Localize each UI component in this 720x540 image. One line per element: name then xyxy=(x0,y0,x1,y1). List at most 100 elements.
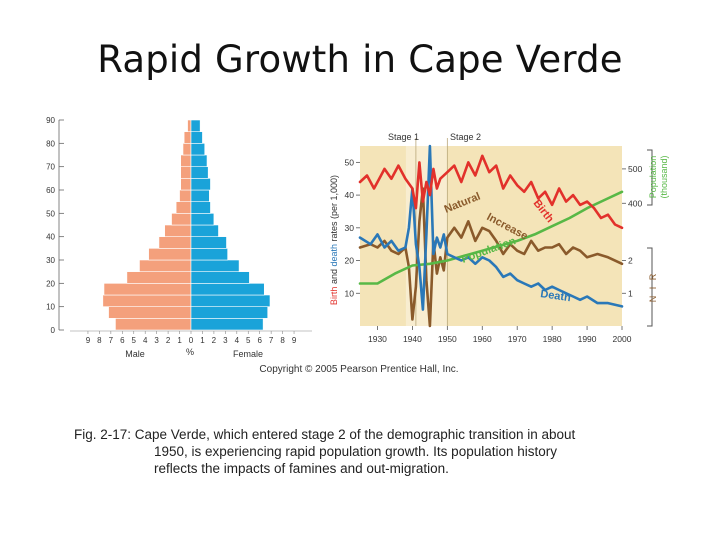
left-axis-title: Birth and death rates (per 1,000) xyxy=(329,175,339,305)
pyramid-x-tick-label: 2 xyxy=(166,336,171,345)
pyramid-female-label: Female xyxy=(233,349,263,359)
left-y-tick-label: 10 xyxy=(345,288,355,298)
stage-2-label: Stage 2 xyxy=(450,132,481,142)
pyramid-male-bar xyxy=(171,213,192,226)
pyramid-female-bar xyxy=(190,271,250,284)
pyramid-x-tick-label: 5 xyxy=(132,336,137,345)
pyramid-male-bar xyxy=(180,166,192,179)
pyramid-female-bar xyxy=(190,294,271,307)
x-tick-label: 1930 xyxy=(368,334,387,344)
pyramid-male-bar xyxy=(158,236,192,249)
pyramid-female-bar xyxy=(190,236,227,249)
nir-bracket xyxy=(647,247,653,327)
pyramid-male-bar xyxy=(115,318,192,331)
pyramid-female-bar xyxy=(190,154,208,167)
pyramid-x-tick-label: 1 xyxy=(200,336,205,345)
left-y-tick-label: 20 xyxy=(345,256,355,266)
pyramid-x-tick-label: 8 xyxy=(97,336,102,345)
left-axis-title-and: and xyxy=(329,267,339,287)
pyramid-male-bar xyxy=(108,306,192,319)
stage-1-label: Stage 1 xyxy=(388,132,419,142)
left-axis-title-death: death xyxy=(329,244,339,267)
pyramid-x-tick-label: 7 xyxy=(109,336,114,345)
population-axis-title-line2: (thousand) xyxy=(659,155,669,198)
series-line-natural-increase xyxy=(358,187,624,328)
x-tick-label: 2000 xyxy=(613,334,632,344)
pyramid-male-bar xyxy=(179,189,192,202)
pyramid-x-tick-label: 3 xyxy=(223,336,228,345)
figure-caption: Fig. 2-17: Cape Verde, which entered sta… xyxy=(74,426,664,477)
pyramid-x-tick-label: 1 xyxy=(177,336,182,345)
pyramid-y-tick-label: 70 xyxy=(46,163,55,172)
series-line-death xyxy=(358,144,624,311)
nir-axis-title: N I R xyxy=(648,272,658,303)
pyramid-unit-label: % xyxy=(186,347,194,357)
pyramid-x-tick-label: 8 xyxy=(280,336,285,345)
pyramid-female-bar xyxy=(190,259,240,272)
pyramid-x-tick-label: 4 xyxy=(143,336,148,345)
pyramid-male-bar xyxy=(180,178,192,191)
pyramid-y-tick-label: 10 xyxy=(46,303,55,312)
pyramid-male-bar xyxy=(182,143,192,156)
pyramid-female-bar xyxy=(190,178,211,191)
pyramid-male-bar xyxy=(175,201,192,214)
pyramid-male-bar xyxy=(187,119,192,132)
x-tick-label: 1980 xyxy=(543,334,562,344)
pyramid-female-bar xyxy=(190,201,211,214)
pyramid-female-bar xyxy=(190,131,203,144)
pyramid-female-bar xyxy=(190,143,206,156)
pyramid-male-bar xyxy=(148,248,192,261)
left-y-tick-label: 40 xyxy=(345,190,355,200)
pyramid-female-bar xyxy=(190,306,269,319)
annotation-death: Death xyxy=(540,288,572,304)
pyramid-y-tick-label: 30 xyxy=(46,256,55,265)
population-bracket xyxy=(647,149,653,206)
pyramid-x-tick-label: 9 xyxy=(292,336,297,345)
pyramid-x-tick-label: 6 xyxy=(257,336,262,345)
left-axis-title-rest: rates (per 1,000) xyxy=(329,175,339,244)
left-y-tick-label: 50 xyxy=(345,157,355,167)
population-tick-label: 500 xyxy=(628,164,642,174)
slide-title: Rapid Growth in Cape Verde xyxy=(97,38,623,81)
pyramid-female-bar xyxy=(190,224,219,237)
pyramid-male-bar xyxy=(139,259,192,272)
pyramid-male-bar xyxy=(164,224,192,237)
pyramid-y-tick-label: 90 xyxy=(46,116,55,125)
pyramid-male-bar xyxy=(102,294,192,307)
pyramid-y-tick-label: 20 xyxy=(46,279,55,288)
series-line-birth xyxy=(358,154,624,230)
pyramid-x-tick-label: 6 xyxy=(120,336,125,345)
pyramid-x-tick-label: 4 xyxy=(235,336,240,345)
pyramid-x-tick-label: 0 xyxy=(189,336,194,345)
nir-tick-label: 2 xyxy=(628,256,633,266)
x-tick-label: 1940 xyxy=(403,334,422,344)
pyramid-female-bar xyxy=(190,248,228,261)
population-tick-label: 400 xyxy=(628,198,642,208)
left-y-tick-label: 30 xyxy=(345,223,355,233)
pyramid-male-bar xyxy=(180,154,192,167)
pyramid-x-tick-label: 9 xyxy=(86,336,91,345)
nir-tick-label: 1 xyxy=(628,288,633,298)
pyramid-female-bar xyxy=(190,283,265,296)
pyramid-female-bar xyxy=(190,166,209,179)
pyramid-x-tick-label: 7 xyxy=(269,336,274,345)
pyramid-x-tick-label: 5 xyxy=(246,336,251,345)
x-tick-label: 1990 xyxy=(578,334,597,344)
pyramid-y-tick-label: 80 xyxy=(46,139,55,148)
caption-line-1: Fig. 2-17: Cape Verde, which entered sta… xyxy=(74,427,576,442)
pyramid-male-bar xyxy=(103,283,192,296)
pyramid-y-tick-label: 50 xyxy=(46,209,55,218)
pyramid-x-tick-label: 3 xyxy=(154,336,159,345)
pyramid-y-tick-label: 0 xyxy=(51,326,56,335)
pyramid-x-tick-label: 2 xyxy=(212,336,217,345)
pyramid-y-tick-label: 40 xyxy=(46,233,55,242)
pyramid-female-bar xyxy=(190,213,215,226)
caption-line-3: reflects the impacts of famines and out-… xyxy=(154,461,449,476)
pyramid-male-label: Male xyxy=(125,349,145,359)
pyramid-male-bar xyxy=(126,271,192,284)
series-line-population xyxy=(358,190,624,285)
x-tick-label: 1950 xyxy=(438,334,457,344)
population-axis-title-line1: Population xyxy=(648,156,658,199)
